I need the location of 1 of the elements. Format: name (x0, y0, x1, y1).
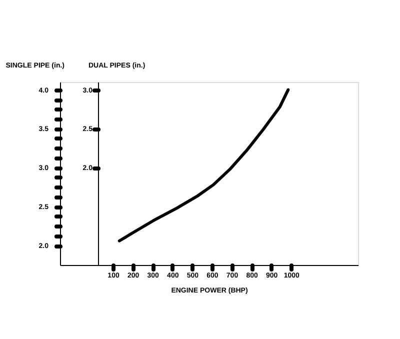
line-series (118, 88, 290, 242)
